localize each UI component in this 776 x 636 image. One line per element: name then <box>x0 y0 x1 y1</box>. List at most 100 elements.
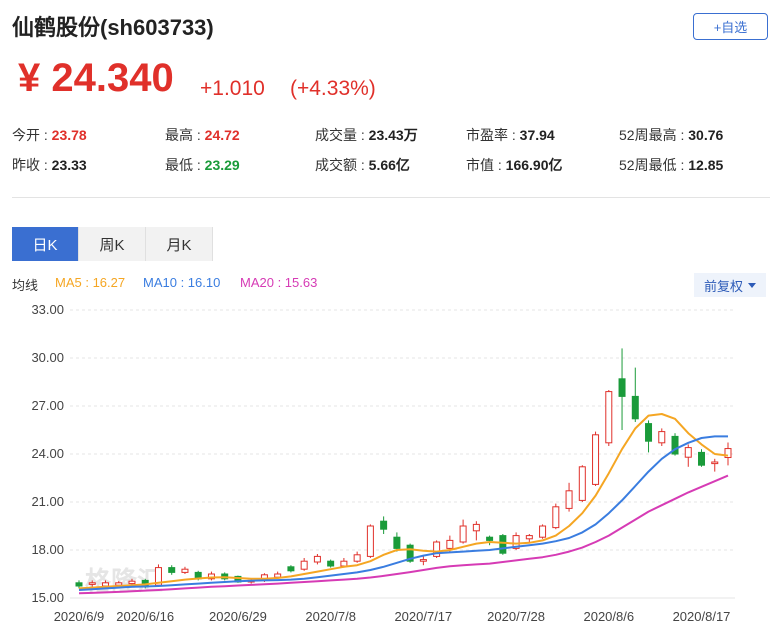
candle-body <box>525 535 533 540</box>
candle-body <box>512 535 520 549</box>
candle-body <box>433 541 441 557</box>
ma10-legend: MA10 : 16.10 <box>143 275 221 290</box>
y-tick-label: 33.00 <box>31 302 64 317</box>
ma-line-ma20 <box>78 474 729 595</box>
stat-label: 最高 : <box>165 127 205 143</box>
stat-label: 市值 : <box>466 157 506 173</box>
stat-label: 市盈率 : <box>466 127 520 143</box>
candle-body <box>300 560 308 570</box>
adjust-dropdown-label: 前复权 <box>703 278 743 294</box>
candle-body <box>207 573 215 580</box>
stat-value: 24.72 <box>204 127 240 143</box>
price-change: +1.010 <box>200 77 265 100</box>
stat-item: 昨收 : 23.33 <box>12 155 87 175</box>
candle-body <box>711 461 719 465</box>
ma5-legend: MA5 : 16.27 <box>55 275 126 290</box>
candle-body <box>724 448 732 459</box>
tab-weekly-k[interactable]: 周K <box>79 227 146 261</box>
stat-item: 成交额 : 5.66亿 <box>315 155 410 175</box>
candle-body <box>645 423 653 442</box>
tab-daily-k[interactable]: 日K <box>12 227 79 261</box>
candle-body <box>88 582 96 585</box>
stat-item: 今开 : 23.78 <box>12 125 87 145</box>
candle-body <box>459 525 467 543</box>
candle-body <box>327 560 335 567</box>
stat-item: 市值 : 166.90亿 <box>466 155 563 175</box>
candle-body <box>393 536 401 549</box>
candle-body <box>658 431 666 444</box>
candle-body <box>115 582 123 586</box>
stat-value: 5.66亿 <box>368 157 410 173</box>
y-tick-label: 27.00 <box>31 398 64 413</box>
candle-body <box>168 567 176 573</box>
x-tick-label: 2020/6/29 <box>209 609 267 624</box>
stat-item: 52周最低 : 12.85 <box>619 155 723 175</box>
stat-value: 23.33 <box>51 157 87 173</box>
y-tick-label: 21.00 <box>31 494 64 509</box>
x-tick-label: 2020/7/28 <box>487 609 545 624</box>
current-price: ¥ 24.340 <box>18 56 174 100</box>
stat-value: 37.94 <box>519 127 555 143</box>
caret-down-icon <box>748 282 756 288</box>
stat-label: 昨收 : <box>12 157 52 173</box>
candle-body <box>486 536 494 541</box>
x-tick-label: 2020/8/6 <box>583 609 634 624</box>
candle-body <box>698 451 706 466</box>
stock-title: 仙鹤股份(sh603733) <box>12 15 214 40</box>
price-change-percent: (+4.33%) <box>290 77 376 100</box>
tab-monthly-k[interactable]: 月K <box>146 227 213 261</box>
candle-body <box>128 580 136 585</box>
candle-body <box>274 573 282 578</box>
period-tabs: 日K 周K 月K <box>12 227 213 261</box>
stat-item: 市盈率 : 37.94 <box>466 125 555 145</box>
ma-line-ma5 <box>78 413 729 590</box>
candle-body <box>101 582 109 587</box>
stat-item: 最低 : 23.29 <box>165 155 240 175</box>
candle-body <box>419 559 427 562</box>
stat-label: 52周最低 : <box>619 157 689 173</box>
candle-body <box>287 566 295 572</box>
stat-value: 23.78 <box>51 127 87 143</box>
candle-body <box>353 554 361 562</box>
stat-label: 成交量 : <box>315 127 369 143</box>
candle-body <box>618 378 626 397</box>
stat-value: 166.90亿 <box>505 157 563 173</box>
y-tick-label: 30.00 <box>31 350 64 365</box>
candle-body <box>578 466 586 501</box>
stat-label: 成交额 : <box>315 157 369 173</box>
x-tick-label: 2020/7/17 <box>394 609 452 624</box>
candle-body <box>472 523 480 532</box>
x-tick-label: 2020/7/8 <box>305 609 356 624</box>
candle-body <box>552 506 560 529</box>
stat-value: 23.29 <box>204 157 240 173</box>
ma-legend-label: 均线 <box>12 278 39 293</box>
stat-value: 12.85 <box>688 157 724 173</box>
candle-body <box>671 435 679 455</box>
ma-line-ma10 <box>78 435 728 591</box>
section-divider <box>12 197 770 198</box>
candle-body <box>592 434 600 485</box>
stat-item: 最高 : 24.72 <box>165 125 240 145</box>
x-tick-label: 2020/6/16 <box>116 609 174 624</box>
candle-body <box>181 568 189 573</box>
candle-body <box>380 520 388 530</box>
y-tick-label: 15.00 <box>31 590 64 605</box>
x-tick-label: 2020/6/9 <box>54 609 105 624</box>
candle-body <box>446 539 454 549</box>
candle-body <box>340 560 348 567</box>
y-tick-label: 18.00 <box>31 542 64 557</box>
stat-label: 最低 : <box>165 157 205 173</box>
stat-label: 今开 : <box>12 127 52 143</box>
candle-body <box>539 525 547 538</box>
x-tick-label: 2020/8/17 <box>673 609 731 624</box>
candle-body <box>406 544 414 562</box>
stat-label: 52周最高 : <box>619 127 689 143</box>
candle-body <box>605 391 613 444</box>
adjust-dropdown[interactable]: 前复权 <box>694 273 766 297</box>
stat-value: 23.43万 <box>368 127 418 143</box>
candle-body <box>499 535 507 554</box>
candle-body <box>631 395 639 420</box>
add-watchlist-button[interactable]: +自选 <box>693 13 768 40</box>
candle-body <box>366 525 374 557</box>
